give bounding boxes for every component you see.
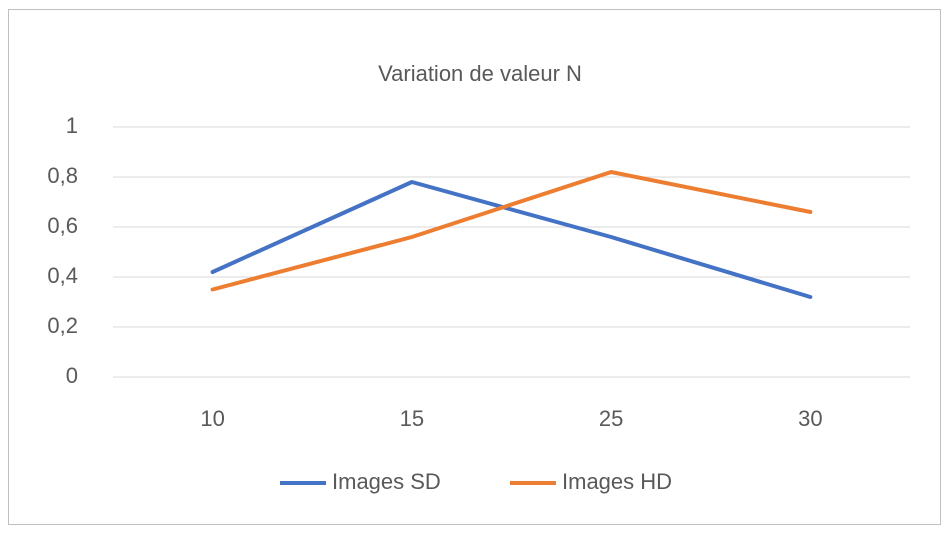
y-tick-label: 0,4: [47, 263, 78, 288]
y-tick-label: 0,8: [47, 163, 78, 188]
chart-title: Variation de valeur N: [378, 61, 582, 86]
x-tick-label: 10: [200, 406, 224, 431]
x-tick-label: 30: [798, 406, 822, 431]
series-line: [210, 180, 813, 299]
chart-frame: [8, 9, 941, 525]
legend-label: Images HD: [562, 469, 672, 494]
y-tick-label: 0: [66, 363, 78, 388]
x-tick-label: 25: [599, 406, 623, 431]
legend-label: Images SD: [332, 469, 441, 494]
y-tick-label: 1: [66, 113, 78, 138]
x-tick-label: 15: [400, 406, 424, 431]
series-line: [210, 170, 813, 292]
y-tick-label: 0,2: [47, 313, 78, 338]
y-tick-label: 0,6: [47, 213, 78, 238]
